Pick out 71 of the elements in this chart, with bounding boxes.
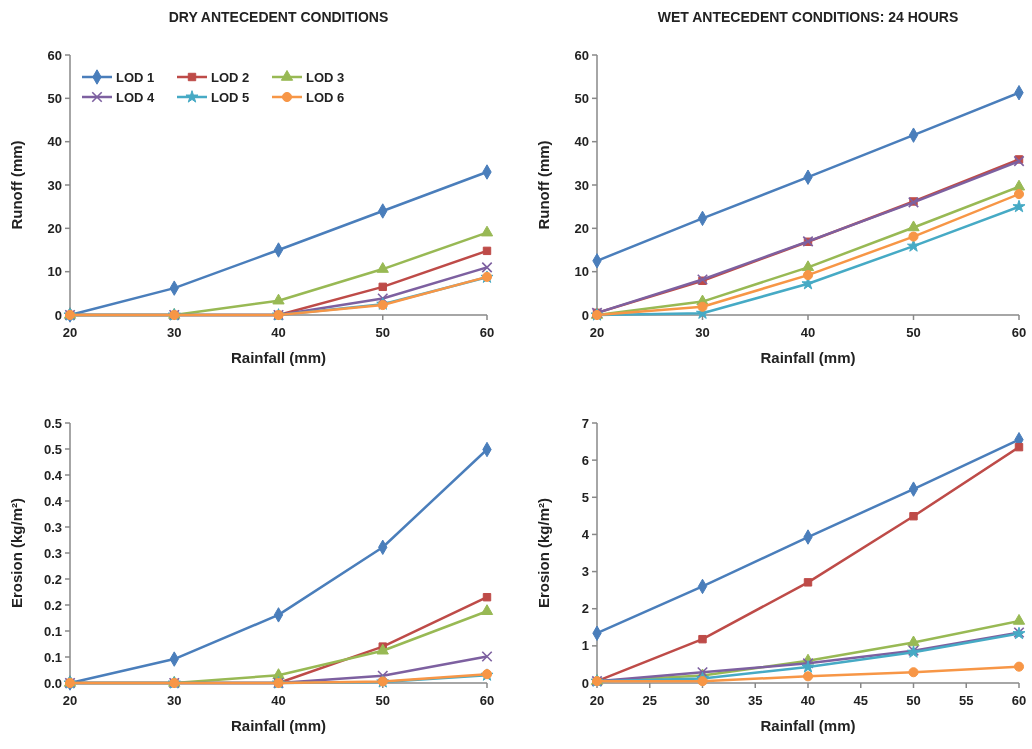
x-tick-label: 30: [695, 693, 710, 708]
y-tick-label: 2: [581, 601, 589, 617]
y-tick-label: 50: [574, 90, 589, 106]
y-tick-label: 30: [47, 177, 62, 193]
legend-label: LOD 6: [306, 90, 345, 105]
legend-label: LOD 1: [116, 70, 155, 85]
x-tick-label: 40: [271, 325, 286, 340]
x-tick-label: 50: [906, 693, 921, 708]
y-tick-label: 0.3: [43, 545, 62, 561]
x-tick-label: 45: [853, 693, 868, 708]
y-tick-label: 20: [47, 220, 62, 236]
x-tick-label: 60: [1011, 693, 1027, 708]
x-tick-label: 30: [167, 325, 182, 340]
x-tick-label: 60: [479, 325, 495, 340]
y-tick-label: 3: [581, 564, 589, 580]
y-tick-label: 0: [54, 307, 62, 323]
x-axis-title: Rainfall (mm): [760, 717, 856, 734]
y-tick-label: 0.2: [43, 571, 62, 587]
y-tick-label: 30: [574, 177, 589, 193]
x-tick-label: 40: [271, 693, 286, 708]
x-tick-label: 40: [800, 325, 816, 340]
x-tick-label: 25: [642, 693, 657, 708]
y-tick-label: 50: [47, 90, 62, 106]
legend-label: LOD 5: [211, 90, 250, 105]
x-axis-title: Rainfall (mm): [760, 349, 856, 366]
y-tick-label: 0.4: [43, 467, 63, 483]
y-tick-label: 0: [581, 307, 589, 323]
chart-title: DRY ANTECEDENT CONDITIONS: [168, 9, 389, 25]
y-tick-label: 6: [581, 452, 589, 468]
y-tick-label: 0.3: [43, 519, 62, 535]
x-tick-label: 30: [695, 325, 710, 340]
legend-label: LOD 4: [116, 90, 156, 105]
x-tick-label: 40: [800, 693, 816, 708]
y-tick-label: 0.2: [43, 597, 62, 613]
y-tick-label: 5: [581, 489, 589, 505]
x-tick-label: 60: [479, 693, 495, 708]
y-tick-label: 60: [47, 47, 62, 63]
y-tick-label: 0.1: [43, 649, 62, 665]
x-tick-label: 20: [62, 325, 78, 340]
y-tick-label: 0.1: [43, 623, 62, 639]
y-axis-title: Erosion (kg/m²): [535, 497, 552, 609]
legend-label: LOD 2: [211, 70, 250, 85]
y-tick-label: 7: [581, 415, 589, 431]
x-tick-label: 30: [167, 693, 182, 708]
y-tick-label: 0.5: [43, 441, 62, 457]
x-tick-label: 20: [62, 693, 78, 708]
x-tick-label: 35: [748, 693, 763, 708]
y-tick-label: 0.4: [43, 493, 63, 509]
legend-label: LOD 3: [306, 70, 345, 85]
x-tick-label: 50: [375, 693, 390, 708]
y-axis-title: Runoff (mm): [8, 140, 25, 230]
y-tick-label: 20: [574, 220, 589, 236]
y-tick-label: 0.0: [43, 675, 62, 691]
y-tick-label: 40: [574, 134, 589, 150]
y-tick-label: 4: [581, 526, 590, 542]
x-tick-label: 50: [375, 325, 390, 340]
chart-title: WET ANTECEDENT CONDITIONS: 24 HOURS: [657, 9, 959, 25]
y-axis-title: Erosion (kg/m²): [8, 497, 25, 609]
y-tick-label: 10: [574, 264, 589, 280]
y-tick-label: 1: [581, 638, 589, 654]
y-tick-label: 10: [47, 264, 62, 280]
y-tick-label: 60: [574, 47, 589, 63]
x-tick-label: 55: [959, 693, 974, 708]
y-tick-label: 0: [581, 675, 589, 691]
x-axis-title: Rainfall (mm): [230, 349, 327, 366]
y-tick-label: 40: [47, 134, 62, 150]
x-tick-label: 50: [906, 325, 921, 340]
y-axis-title: Runoff (mm): [535, 140, 552, 230]
y-tick-label: 0.5: [43, 415, 62, 431]
x-tick-label: 60: [1011, 325, 1027, 340]
x-axis-title: Rainfall (mm): [230, 717, 327, 734]
